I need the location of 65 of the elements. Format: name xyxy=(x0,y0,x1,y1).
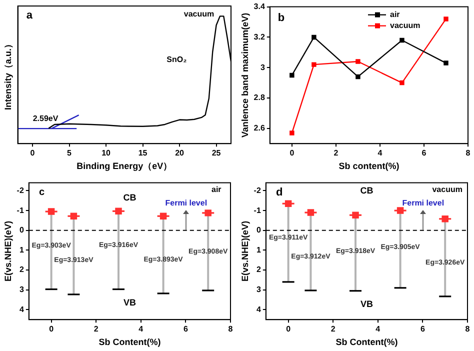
annotation: Fermi level xyxy=(165,198,208,208)
x-axis-title: Binding Energy（eV） xyxy=(76,161,172,172)
y-tick-label: 3.2 xyxy=(254,32,266,42)
x-axis-title: Sb Content(%) xyxy=(98,337,161,348)
x-tick-label: 20 xyxy=(175,148,185,158)
y-tick-label: 0 xyxy=(19,226,24,235)
y-tick-label: -1 xyxy=(16,206,24,215)
y-tick-label: 2.8 xyxy=(254,93,266,102)
x-tick-label: 0 xyxy=(30,148,36,158)
x-tick-label: 10 xyxy=(102,148,112,158)
y-tick-label: -2 xyxy=(254,186,262,195)
annotation: c xyxy=(38,187,45,198)
x-tick-label: 15 xyxy=(138,148,148,158)
x-tick-label: 2 xyxy=(334,148,339,158)
legend-label: vacuum xyxy=(390,21,420,30)
annotation: vacuum xyxy=(184,9,214,18)
x-tick-label: 4 xyxy=(378,148,383,158)
annotation: d xyxy=(276,186,283,198)
x-tick-label: 8 xyxy=(465,324,470,334)
x-tick-label: 6 xyxy=(183,324,188,334)
y-axis-title: Vanlence band maximum(eV) xyxy=(240,12,250,138)
y-tick-label: 0 xyxy=(256,226,262,235)
annotation: SnO₂ xyxy=(166,54,188,64)
x-tick-label: 2 xyxy=(330,324,336,334)
x-tick-label: 2 xyxy=(94,324,99,334)
y-tick-label: 3 xyxy=(260,62,266,72)
y-tick-label: -2 xyxy=(16,186,24,195)
y-tick-label: 2.6 xyxy=(254,124,266,133)
x-axis-title: Sb content(%) xyxy=(338,161,400,172)
x-tick-label: 8 xyxy=(466,148,471,158)
x-tick-label: 4 xyxy=(138,324,144,334)
y-tick-label: 2 xyxy=(19,265,24,274)
x-tick-label: 6 xyxy=(420,324,426,334)
y-tick-label: 1 xyxy=(19,245,24,254)
annotation: VB xyxy=(360,299,374,310)
x-tick-label: 8 xyxy=(228,324,234,334)
x-tick-label: 0 xyxy=(286,324,292,334)
annotation: vacuum xyxy=(432,184,462,194)
y-tick-label: -1 xyxy=(254,206,262,215)
annotation: 2.59eV xyxy=(32,114,59,124)
annotation: CB xyxy=(360,185,374,196)
y-axis-title: E(vs.NHE)(eV) xyxy=(240,220,250,282)
x-tick-label: 5 xyxy=(67,148,72,158)
annotation: a xyxy=(26,10,34,22)
y-axis-title: E(vs.NHE)(eV) xyxy=(2,220,13,282)
y-tick-label: 2 xyxy=(256,265,262,274)
x-tick-label: 6 xyxy=(422,148,427,158)
y-tick-label: 4 xyxy=(19,304,24,314)
x-axis-title: Sb Content(%) xyxy=(336,337,398,348)
y-tick-label: 3.4 xyxy=(254,2,266,12)
y-tick-label: 3 xyxy=(256,285,262,294)
annotation: VB xyxy=(123,298,136,308)
x-tick-label: 4 xyxy=(376,324,381,334)
legend-label: air xyxy=(390,10,400,20)
y-tick-label: 3 xyxy=(19,285,24,294)
y-tick-label: 1 xyxy=(256,245,262,254)
x-tick-label: 25 xyxy=(212,148,222,158)
y-axis-title: Intensity（a.u.） xyxy=(2,40,13,110)
annotation: Fermi level xyxy=(402,198,444,208)
y-tick-label: 4 xyxy=(256,304,262,314)
x-tick-label: 0 xyxy=(290,148,295,158)
x-tick-label: 0 xyxy=(49,324,54,334)
annotation: CB xyxy=(123,192,137,202)
annotation: air xyxy=(211,184,222,194)
annotation: b xyxy=(278,12,285,24)
